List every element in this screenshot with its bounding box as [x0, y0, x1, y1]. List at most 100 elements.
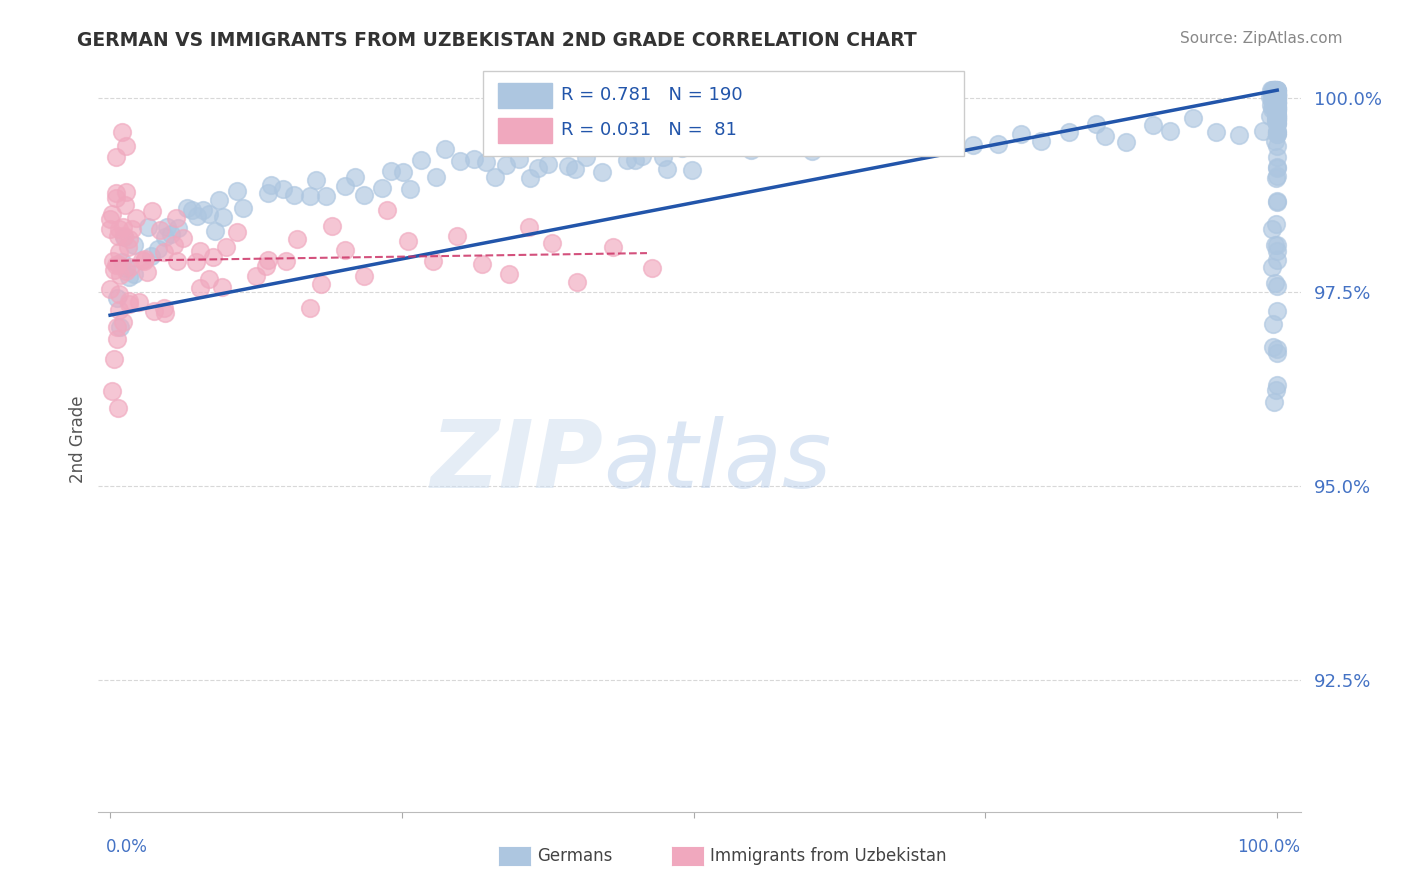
Point: [1265, 88, 1288, 103]
Point: [519, 170, 541, 185]
Point: [1265, 107, 1288, 121]
Point: [172, 230, 194, 244]
Point: [1265, 88, 1288, 103]
Point: [226, 184, 249, 198]
Point: [766, 136, 789, 150]
Point: [305, 172, 328, 186]
Point: [117, 232, 139, 246]
Point: [1265, 304, 1288, 318]
Text: R = 0.781   N = 190: R = 0.781 N = 190: [561, 87, 742, 104]
Point: [333, 243, 356, 257]
Point: [495, 158, 517, 172]
Point: [1265, 194, 1288, 208]
Point: [1264, 276, 1286, 290]
Point: [1265, 128, 1288, 142]
FancyBboxPatch shape: [484, 70, 965, 156]
Point: [498, 267, 520, 281]
Point: [142, 304, 165, 318]
Point: [392, 164, 415, 178]
Point: [112, 229, 135, 244]
Text: Germans: Germans: [537, 847, 613, 865]
Point: [160, 227, 183, 242]
Point: [1265, 342, 1288, 356]
Point: [1182, 111, 1205, 125]
Point: [411, 153, 433, 167]
Point: [257, 252, 280, 267]
Point: [396, 234, 419, 248]
Point: [118, 296, 141, 310]
Point: [107, 245, 129, 260]
Point: [146, 242, 169, 256]
Point: [557, 159, 579, 173]
Point: [176, 202, 198, 216]
Point: [962, 137, 984, 152]
Point: [108, 222, 131, 236]
Point: [1205, 125, 1227, 139]
Point: [740, 143, 762, 157]
Point: [1264, 83, 1286, 97]
Text: 0.0%: 0.0%: [105, 838, 148, 855]
Point: [681, 162, 703, 177]
Point: [1265, 92, 1288, 106]
Point: [908, 130, 931, 145]
Point: [1260, 90, 1282, 104]
Point: [135, 265, 157, 279]
Point: [602, 240, 624, 254]
Point: [484, 169, 506, 184]
Point: [707, 139, 730, 153]
Point: [1263, 340, 1285, 354]
Point: [139, 249, 162, 263]
Point: [118, 270, 141, 285]
Point: [152, 244, 174, 259]
Point: [207, 193, 229, 207]
Point: [1265, 91, 1288, 105]
Point: [344, 169, 367, 184]
Point: [1265, 169, 1288, 183]
Point: [1265, 87, 1288, 101]
Point: [115, 185, 138, 199]
Point: [128, 295, 150, 310]
Point: [449, 153, 471, 168]
Point: [333, 179, 356, 194]
Point: [1264, 95, 1286, 109]
Point: [475, 155, 498, 169]
Point: [1265, 90, 1288, 104]
Point: [1264, 217, 1286, 231]
Point: [1265, 108, 1288, 122]
Point: [114, 260, 136, 275]
Point: [107, 286, 129, 301]
Bar: [498, 118, 551, 143]
Point: [215, 239, 238, 253]
Point: [616, 153, 638, 167]
Point: [1227, 128, 1250, 143]
Point: [105, 259, 128, 273]
Point: [641, 261, 664, 276]
Point: [108, 319, 131, 334]
Point: [1265, 238, 1288, 252]
Point: [1265, 95, 1288, 110]
Point: [105, 191, 128, 205]
Point: [245, 268, 267, 283]
Point: [1265, 138, 1288, 153]
Point: [1265, 117, 1288, 131]
Point: [1264, 83, 1286, 97]
Point: [1159, 124, 1181, 138]
Point: [298, 189, 321, 203]
Point: [1260, 97, 1282, 112]
Point: [1258, 90, 1281, 104]
Point: [197, 207, 219, 221]
Point: [1265, 113, 1288, 128]
Point: [1265, 195, 1288, 210]
Point: [1265, 94, 1288, 108]
Point: [1265, 383, 1288, 397]
Point: [1265, 116, 1288, 130]
Point: [1094, 129, 1116, 144]
Point: [257, 186, 280, 201]
Point: [155, 306, 177, 320]
Y-axis label: 2nd Grade: 2nd Grade: [69, 395, 87, 483]
Point: [188, 244, 211, 259]
Point: [1265, 88, 1288, 103]
Point: [211, 279, 233, 293]
Point: [834, 120, 856, 134]
Point: [1265, 150, 1288, 164]
